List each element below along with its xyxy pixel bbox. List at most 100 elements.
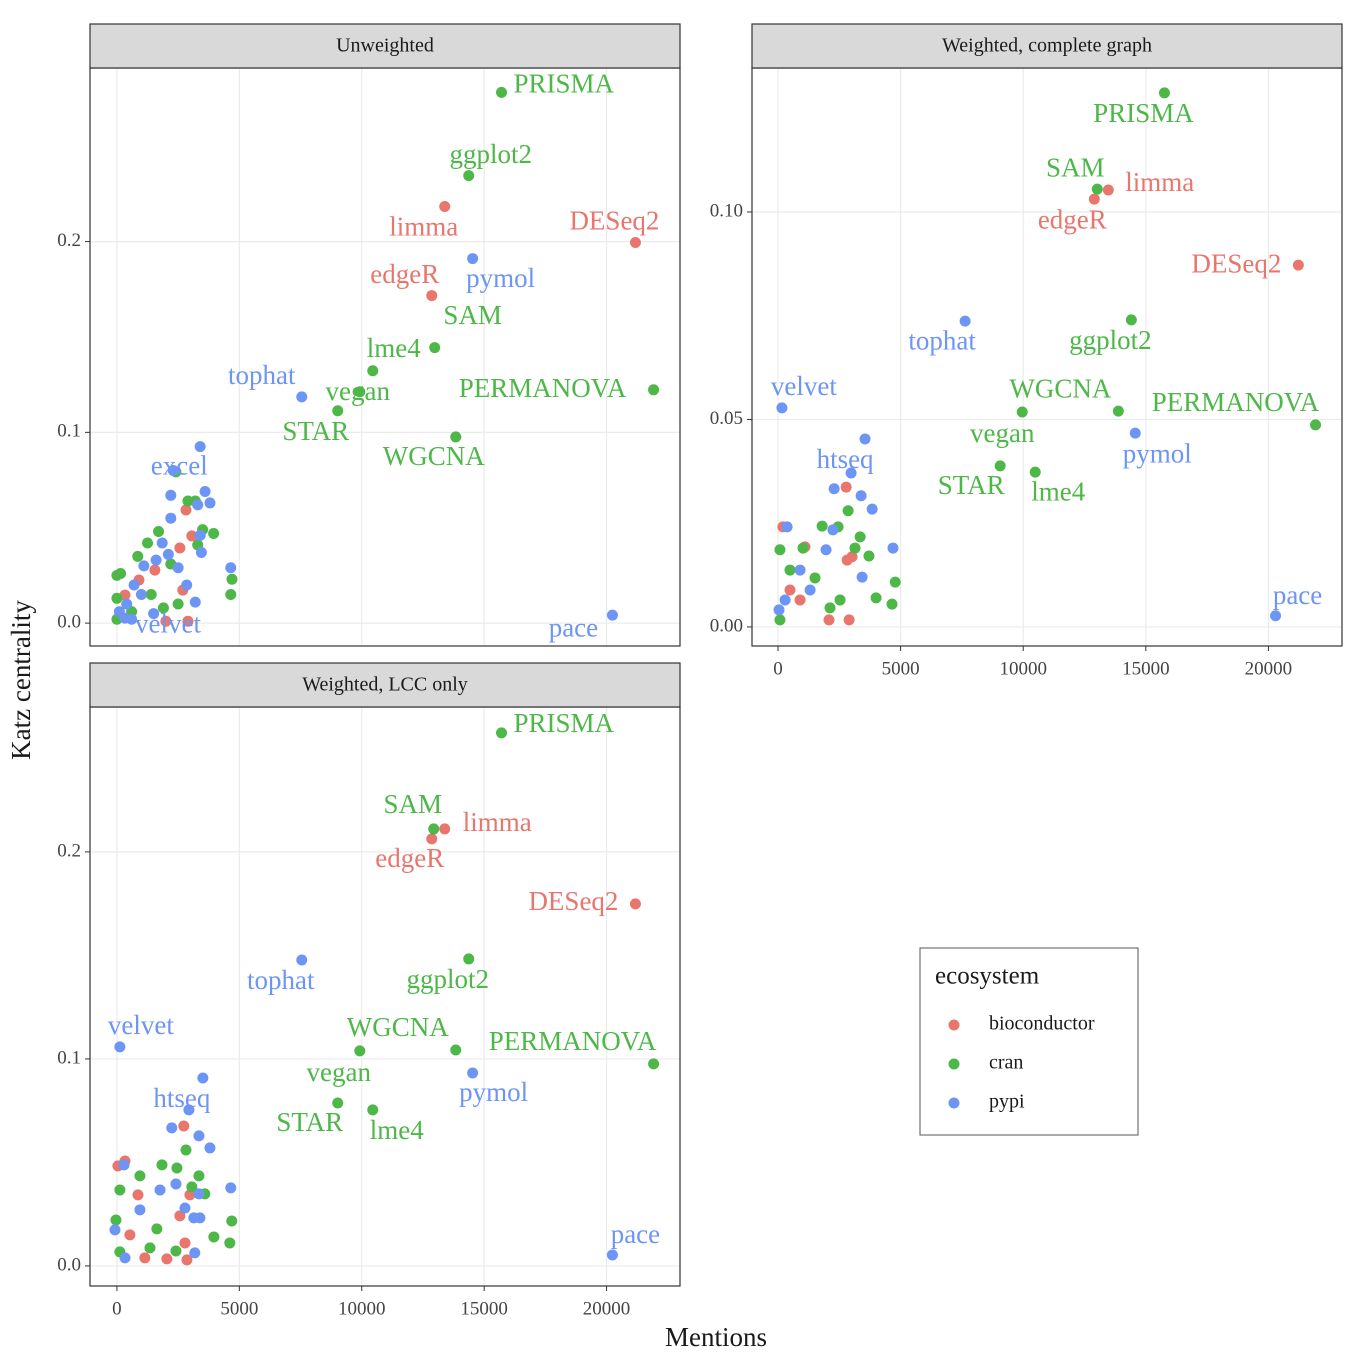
point: [165, 489, 177, 501]
point: [823, 614, 835, 626]
point: [824, 602, 836, 614]
point: [834, 594, 846, 606]
point: [132, 1189, 144, 1201]
point: [804, 584, 816, 596]
point: [354, 386, 366, 398]
point: [118, 1159, 130, 1171]
point: [1270, 610, 1282, 622]
point: [797, 542, 809, 554]
point: [162, 548, 174, 560]
point: [195, 547, 207, 559]
point: [773, 604, 785, 616]
point: [132, 550, 144, 562]
point-label: velvet: [108, 1010, 174, 1040]
point: [165, 512, 177, 524]
point: [296, 391, 308, 403]
point-label: excel: [151, 451, 208, 481]
point: [842, 505, 854, 517]
point: [843, 614, 855, 626]
point: [1158, 87, 1170, 99]
x-tick-label: 5000: [220, 1298, 258, 1319]
point: [332, 1097, 344, 1109]
point: [156, 1159, 168, 1171]
point: [467, 253, 479, 265]
point: [172, 562, 184, 574]
point: [1129, 427, 1141, 439]
point: [208, 1231, 220, 1243]
x-tick-label: 10000: [338, 1298, 386, 1319]
point: [846, 551, 858, 563]
point-label: tophat: [908, 325, 976, 355]
point: [849, 542, 861, 554]
point-label: htseq: [817, 444, 874, 474]
point: [426, 833, 438, 845]
point: [870, 592, 882, 604]
x-tick-label: 20000: [583, 1298, 631, 1319]
point: [180, 1144, 192, 1156]
point: [226, 1215, 238, 1227]
point: [1125, 314, 1137, 326]
x-tick-label: 0: [112, 1298, 122, 1319]
point: [208, 527, 220, 539]
legend-label: cran: [989, 1052, 1023, 1074]
point-label: lme4: [370, 1115, 424, 1145]
point: [181, 1254, 193, 1266]
point: [150, 554, 162, 566]
x-tick-label: 20000: [1245, 658, 1293, 679]
point: [866, 503, 878, 515]
point: [1091, 183, 1103, 195]
point: [182, 615, 194, 627]
point: [192, 499, 204, 511]
point: [496, 86, 508, 98]
point-label: STAR: [282, 416, 349, 446]
point-label: velvet: [135, 608, 201, 638]
legend-label: pypi: [989, 1091, 1025, 1113]
point: [784, 584, 796, 596]
point: [151, 1223, 163, 1235]
point: [119, 1252, 131, 1264]
point: [126, 613, 138, 625]
point: [332, 405, 344, 417]
point-label: htseq: [153, 1083, 210, 1113]
point-label: ggplot2: [1069, 325, 1152, 355]
point: [181, 579, 193, 591]
point: [149, 564, 161, 576]
point: [199, 485, 211, 497]
point: [148, 608, 160, 620]
point-label: tophat: [228, 360, 296, 390]
point-label: WGCNA: [1009, 373, 1111, 403]
point: [154, 1184, 166, 1196]
y-tick-label: 0.2: [57, 840, 81, 861]
point: [450, 1044, 462, 1056]
point: [887, 542, 899, 554]
point-label: SAM: [383, 789, 442, 819]
point: [367, 1104, 379, 1116]
point: [467, 1067, 479, 1079]
point: [629, 237, 641, 249]
point: [794, 594, 806, 606]
point: [463, 953, 475, 965]
point: [161, 1253, 173, 1265]
point: [776, 402, 788, 414]
point-label: pace: [1273, 580, 1322, 610]
point: [186, 530, 198, 542]
point: [1088, 193, 1100, 205]
y-tick-label: 0.0: [57, 611, 81, 632]
point: [1292, 259, 1304, 271]
point: [170, 1245, 182, 1257]
y-tick-label: 0.10: [710, 200, 743, 221]
point-label: DESeq2: [528, 886, 618, 916]
point-label: tophat: [247, 965, 315, 995]
point: [153, 526, 165, 538]
point: [429, 342, 441, 354]
point: [226, 573, 238, 585]
point: [450, 431, 462, 443]
point-label: lme4: [367, 333, 421, 363]
point-label: pymol: [459, 1077, 528, 1107]
point: [1029, 466, 1041, 478]
point-label: vegan: [970, 418, 1035, 448]
point: [167, 465, 179, 477]
point: [784, 564, 796, 576]
point-label: limma: [463, 807, 532, 837]
